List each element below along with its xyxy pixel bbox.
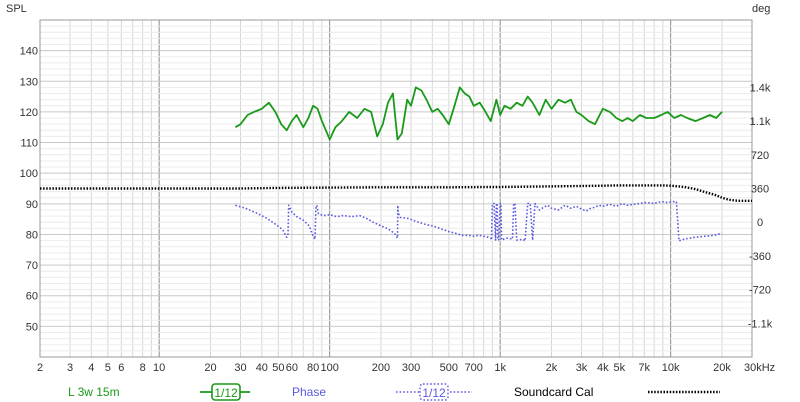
x-tick-label: 4 [88,362,94,374]
series-line-l-3w-15m [234,86,723,141]
x-tick-label: 100 [320,362,338,374]
x-tick-label: 5 [105,362,111,374]
x-tick-label: 7k [638,362,650,374]
y-right-tick-label: 720 [751,150,769,162]
y-left-tick-label: 80 [26,229,38,241]
y-right-tick-label: -360 [749,251,771,263]
y-left-tick-label: 100 [20,168,38,180]
legend-label-l-3w-15m: L 3w 15m [68,385,120,399]
x-tick-label: 5k [614,362,626,374]
y-left-tick-label: 120 [20,107,38,119]
x-tick-label: 500 [440,362,458,374]
x-tick-label: 3k [576,362,588,374]
x-tick-label: 8 [140,362,146,374]
legend-badge-text-phase: 1/12 [422,386,446,400]
x-tick-label: 300 [402,362,420,374]
y-left-tick-label: 110 [20,138,38,150]
x-tick-label: 2k [546,362,558,374]
legend-label-soundcard-cal: Soundcard Cal [514,385,593,399]
y-left-axis-label: SPL [6,3,27,15]
legend-badge-text-l-3w-15m: 1/12 [214,386,238,400]
y-right-tick-label: 1.1k [750,116,771,128]
x-tick-label: 700 [465,362,483,374]
x-tick-label: 1k [494,362,506,374]
x-tick-label: 30kHz [744,362,775,374]
x-tick-label: 200 [372,362,390,374]
x-tick-label: 50 [272,362,284,374]
y-right-axis-label: deg [752,3,770,15]
x-tick-label: 2 [37,362,43,374]
x-tick-label: 80 [307,362,319,374]
x-tick-label: 10k [662,362,680,374]
y-right-tick-label: 1.4k [750,82,771,94]
y-left-tick-label: 90 [26,199,38,211]
y-right-tick-label: 0 [757,217,763,229]
x-tick-label: 40 [256,362,268,374]
x-tick-label: 10 [153,362,165,374]
x-tick-label: 3 [67,362,73,374]
series-line-phase [235,200,723,242]
x-tick-label: 20k [713,362,731,374]
y-left-tick-label: 50 [26,321,38,333]
x-tick-label: 4k [597,362,609,374]
y-right-tick-label: -1.1k [748,318,773,330]
y-left-tick-label: 130 [20,76,38,88]
y-right-tick-label: 360 [751,184,769,196]
y-left-tick-label: 140 [20,46,38,58]
y-left-tick-label: 60 [26,291,38,303]
legend-label-phase: Phase [292,385,326,399]
x-tick-label: 20 [204,362,216,374]
legend-badge-phase [419,383,449,401]
x-tick-label: 6 [118,362,124,374]
x-tick-label: 60 [286,362,298,374]
y-right-tick-label: -720 [749,285,771,297]
legend-badge-l-3w-15m [211,383,241,401]
y-left-tick-label: 70 [26,260,38,272]
x-tick-label: 30 [234,362,246,374]
